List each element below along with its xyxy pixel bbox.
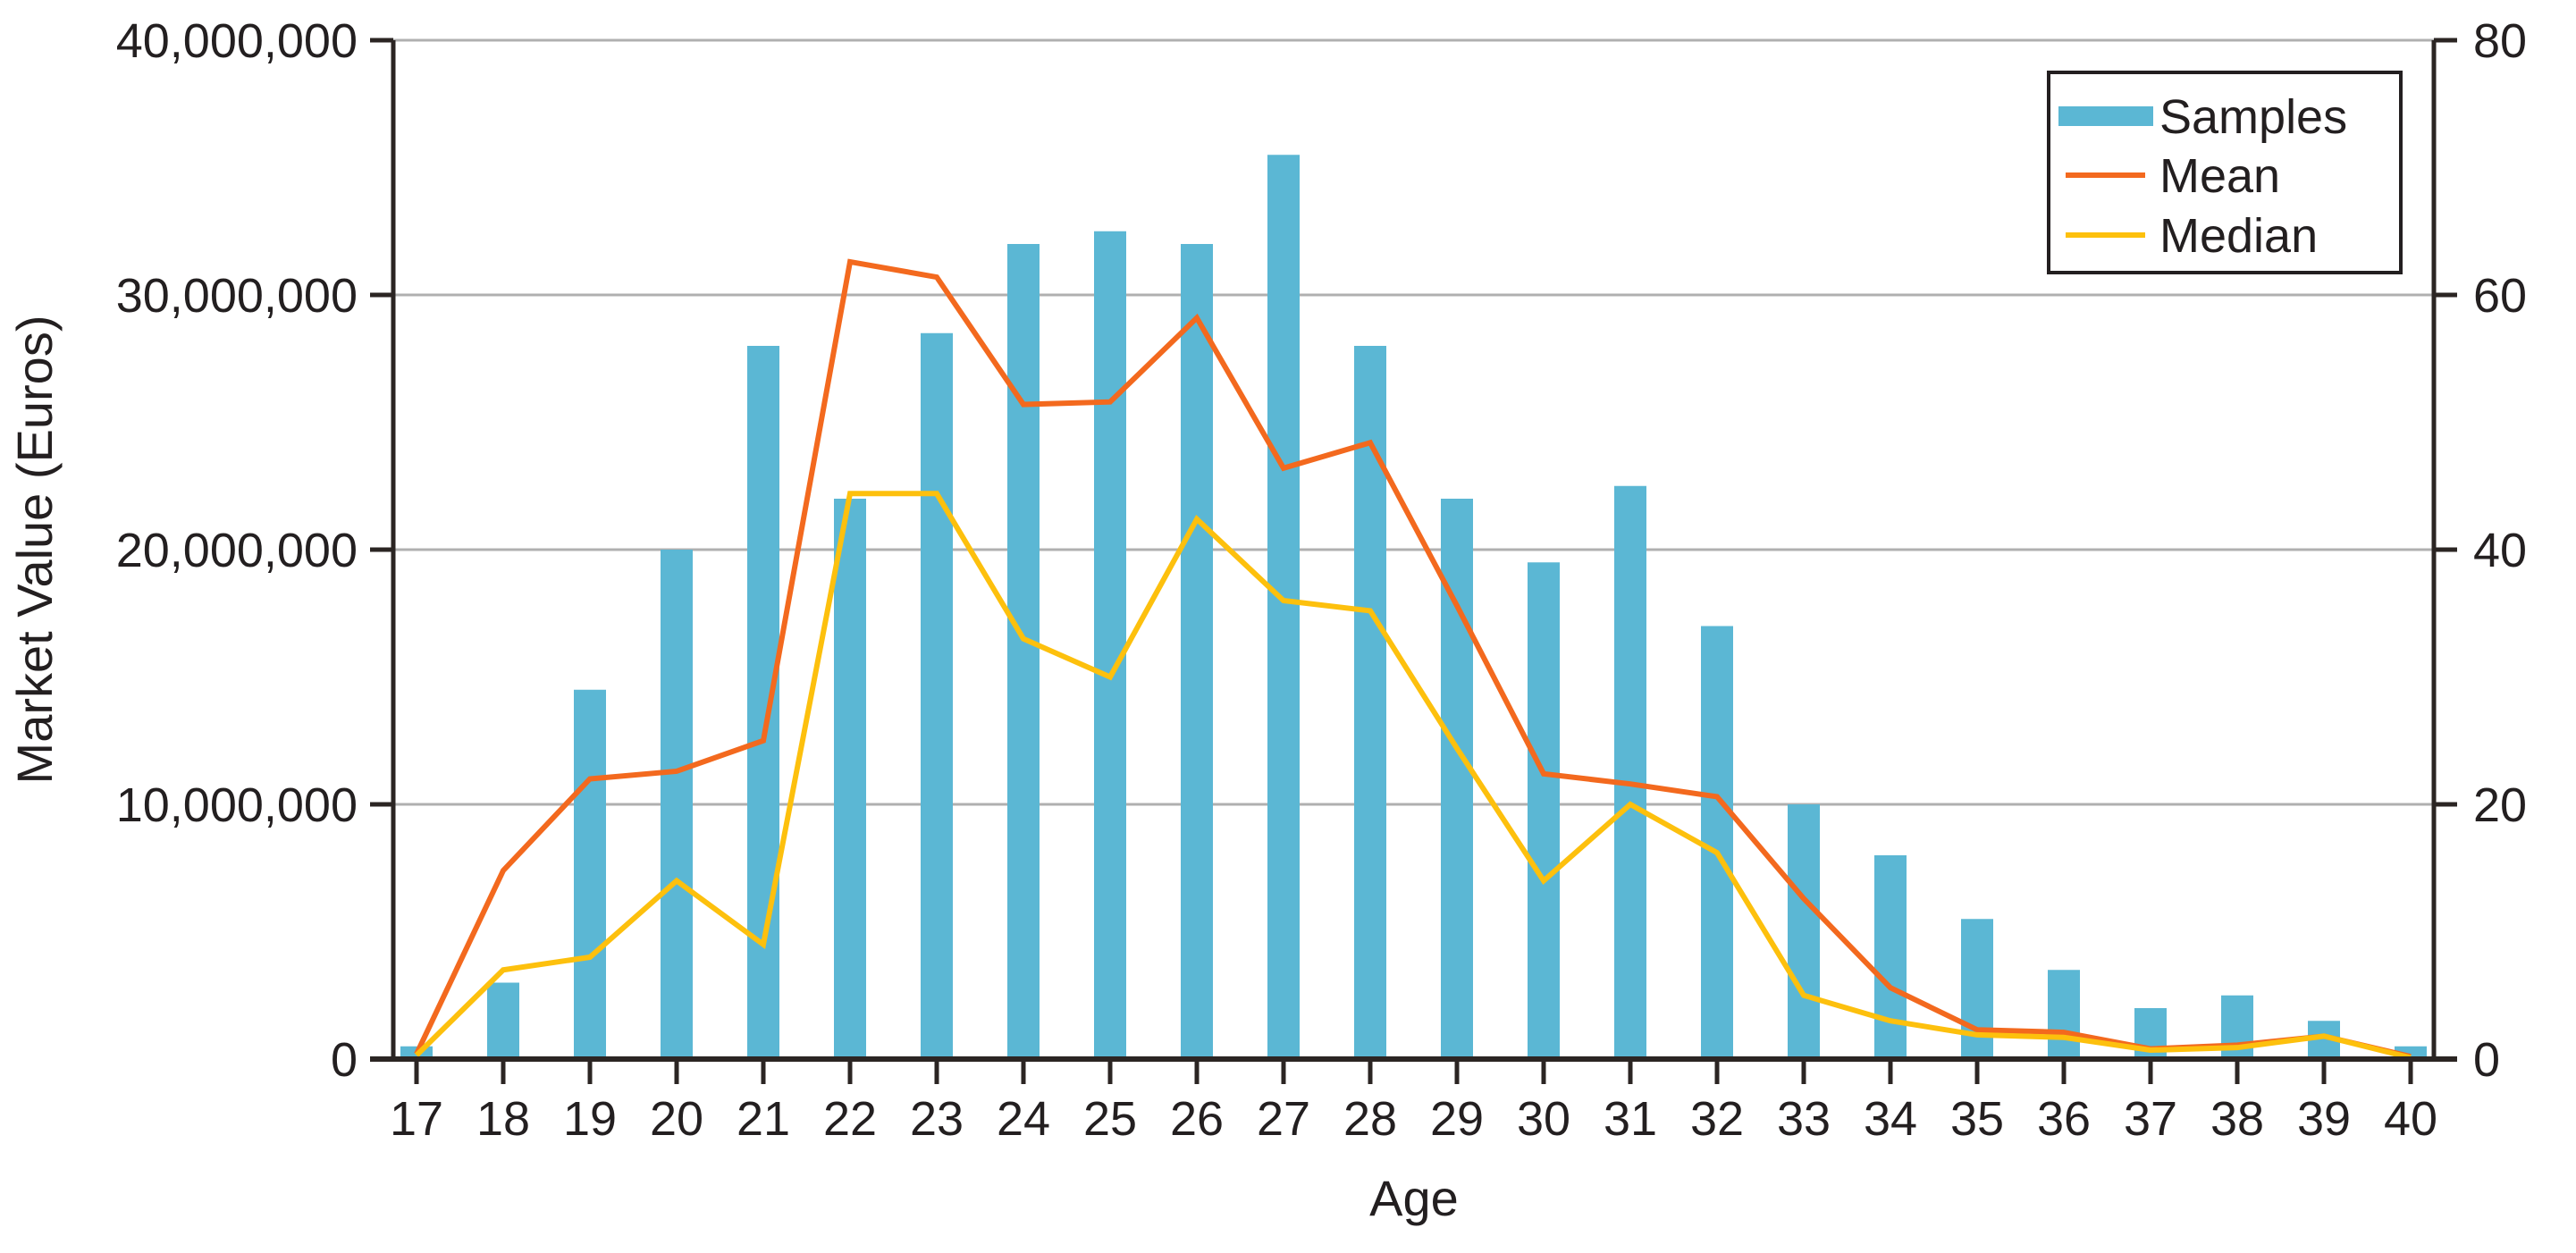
bar-age-31 [1614, 485, 1646, 1059]
x-tick-label: 23 [910, 1092, 964, 1146]
y-right-tick-label: 0 [2473, 1033, 2500, 1087]
bar-age-21 [747, 346, 779, 1059]
bar-age-20 [661, 550, 693, 1059]
y-left-tick-label: 40,000,000 [116, 14, 358, 68]
bar-age-33 [1788, 804, 1820, 1059]
x-tick-label: 34 [1864, 1092, 1917, 1146]
y-left-tick-label: 10,000,000 [116, 778, 358, 832]
bar-age-27 [1267, 155, 1300, 1059]
x-tick-label: 30 [1517, 1092, 1570, 1146]
x-tick-label: 27 [1257, 1092, 1310, 1146]
bar-age-32 [1701, 626, 1733, 1059]
x-tick-label: 29 [1430, 1092, 1484, 1146]
x-tick-label: 28 [1343, 1092, 1397, 1146]
bar-age-29 [1441, 499, 1473, 1059]
mean-line [414, 258, 2412, 1060]
legend-label-median: Median [2159, 209, 2318, 263]
x-tick-label: 31 [1604, 1092, 1657, 1146]
legend-label-mean: Mean [2159, 149, 2280, 203]
x-tick-label: 18 [476, 1092, 530, 1146]
y-right-tick-labels: 0 20 40 60 80 [2473, 14, 2527, 1087]
x-tick-label: 24 [997, 1092, 1050, 1146]
bar-age-30 [1528, 562, 1560, 1059]
x-tick-label: 26 [1170, 1092, 1224, 1146]
y-right-tick-label: 60 [2473, 269, 2527, 323]
axis-ticks [370, 38, 2457, 1084]
y-left-tick-label: 30,000,000 [116, 269, 358, 323]
y-right-tick-label: 20 [2473, 778, 2527, 832]
legend-swatch-samples [2058, 106, 2153, 126]
bar-age-35 [1961, 919, 1993, 1059]
bar-age-18 [487, 982, 519, 1059]
x-tick-labels: 17 18 19 20 21 22 23 24 25 26 27 28 29 30 31 32 33 34 35 36… [390, 1092, 2437, 1146]
bar-age-22 [834, 499, 866, 1059]
x-tick-label: 40 [2384, 1092, 2437, 1146]
x-tick-label: 22 [823, 1092, 877, 1146]
median-line-group [414, 491, 2412, 1061]
legend-label-samples: Samples [2159, 90, 2347, 144]
bar-age-19 [574, 689, 606, 1059]
x-tick-label: 19 [563, 1092, 617, 1146]
x-tick-label: 39 [2297, 1092, 2351, 1146]
x-tick-label: 21 [737, 1092, 790, 1146]
y-left-tick-labels: 0 10,000,000 20,000,000 30,000,000 40,000,00… [116, 14, 358, 1087]
bar-age-25 [1094, 231, 1126, 1059]
y-axis-title: Market Value (Euros) [6, 315, 63, 785]
bars-samples [400, 155, 2427, 1059]
x-tick-label: 38 [2210, 1092, 2264, 1146]
x-tick-label: 20 [650, 1092, 703, 1146]
bar-age-34 [1874, 855, 1907, 1059]
gridlines [393, 38, 2434, 806]
bar-age-36 [2048, 970, 2080, 1059]
mean-line-group [414, 258, 2412, 1060]
x-tick-label: 17 [390, 1092, 443, 1146]
bar-age-23 [921, 332, 953, 1059]
bar-age-26 [1181, 244, 1213, 1059]
y-left-tick-label: 0 [331, 1033, 358, 1087]
median-line [414, 491, 2412, 1061]
bar-age-28 [1354, 346, 1386, 1059]
x-axis-title: Age [1369, 1170, 1459, 1226]
y-right-tick-label: 80 [2473, 14, 2527, 68]
y-right-tick-label: 40 [2473, 524, 2527, 577]
x-tick-label: 25 [1083, 1092, 1137, 1146]
x-tick-label: 32 [1690, 1092, 1744, 1146]
x-tick-label: 35 [1950, 1092, 2004, 1146]
bar-age-24 [1007, 244, 1040, 1059]
y-left-tick-label: 20,000,000 [116, 524, 358, 577]
x-tick-label: 36 [2037, 1092, 2091, 1146]
x-tick-label: 37 [2124, 1092, 2177, 1146]
x-tick-label: 33 [1777, 1092, 1831, 1146]
